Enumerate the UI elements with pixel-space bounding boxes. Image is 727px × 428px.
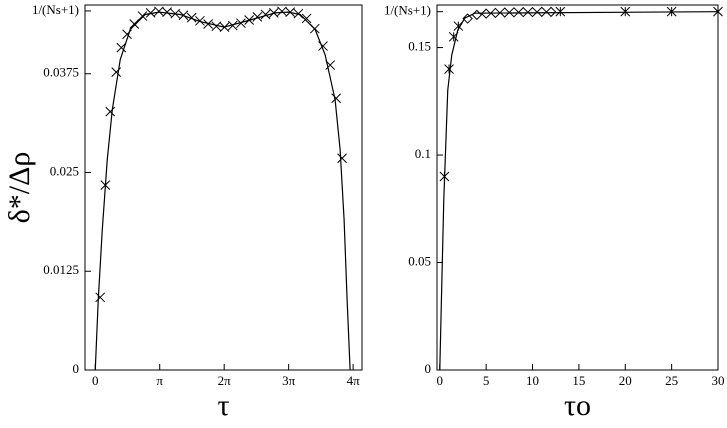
marker [337, 153, 347, 164]
marker [170, 8, 181, 19]
y-tick-label: 0 [73, 361, 80, 376]
marker [527, 6, 538, 18]
x-tick-label: 3π [282, 373, 296, 388]
x-tick-label: 4π [347, 373, 361, 388]
marker [203, 19, 213, 29]
y-tick-label: 0.15 [408, 39, 431, 54]
marker [244, 15, 255, 25]
marker [95, 292, 106, 303]
marker [471, 9, 483, 21]
y-axis-label: δ*/Δρ [3, 152, 36, 224]
x-tick-label: 30 [712, 373, 725, 388]
marker [137, 11, 148, 21]
marker [620, 6, 631, 17]
curve [94, 11, 351, 371]
marker [116, 42, 127, 53]
marker [318, 41, 328, 51]
marker [145, 8, 156, 18]
marker [252, 11, 263, 22]
marker [331, 93, 342, 104]
marker [555, 6, 566, 17]
marker [444, 64, 454, 74]
x-tick-label: π [156, 373, 163, 388]
marker [105, 106, 116, 117]
marker [453, 21, 464, 31]
marker [301, 13, 312, 24]
y-tick-label: 0.05 [408, 254, 431, 269]
y-tick-label: 1/(Ns+1) [32, 2, 79, 17]
plot-frame [436, 4, 719, 371]
marker [227, 20, 238, 31]
marker [448, 31, 459, 42]
marker [439, 171, 450, 182]
y-tick-label: 0.0125 [43, 262, 79, 277]
marker [518, 6, 529, 18]
marker [480, 8, 492, 19]
marker [508, 7, 520, 18]
y-tick-label: 0.025 [50, 163, 79, 178]
marker [219, 22, 230, 32]
marker [309, 23, 320, 34]
marker [325, 60, 336, 70]
marker [162, 7, 172, 17]
marker [195, 15, 205, 26]
x-tick-label: 15 [572, 373, 585, 388]
marker [536, 6, 548, 18]
x-tick-label: 25 [665, 373, 678, 388]
x-axis-label: τ [217, 389, 229, 422]
plot-frame [84, 4, 363, 371]
marker [268, 8, 279, 18]
marker [713, 6, 723, 17]
marker [122, 29, 132, 40]
x-tick-label: 5 [483, 373, 490, 388]
marker [111, 67, 122, 78]
curve [439, 11, 719, 371]
x-tick-label: 20 [619, 373, 632, 388]
x-tick-label: 2π [218, 373, 232, 388]
y-tick-label: 0.1 [415, 146, 431, 161]
marker [178, 10, 189, 21]
marker [666, 6, 677, 17]
marker [490, 7, 501, 19]
marker [236, 18, 246, 29]
marker [499, 7, 510, 18]
x-tick-label: 10 [526, 373, 539, 388]
marker [277, 6, 287, 17]
x-tick-label: 0 [437, 373, 444, 388]
x-tick-label: 0 [92, 373, 99, 388]
marker [260, 9, 271, 20]
marker [211, 21, 222, 32]
marker [154, 6, 164, 17]
marker [285, 7, 296, 17]
marker [186, 12, 197, 23]
marker [100, 180, 111, 190]
y-tick-label: 0 [425, 361, 432, 376]
y-tick-label: 1/(Ns+1) [384, 3, 431, 18]
marker [462, 13, 473, 24]
marker [293, 8, 304, 19]
y-tick-label: 0.0375 [43, 65, 79, 80]
marker [545, 6, 557, 18]
marker [129, 19, 140, 29]
x-axis-label: τo [564, 389, 591, 422]
